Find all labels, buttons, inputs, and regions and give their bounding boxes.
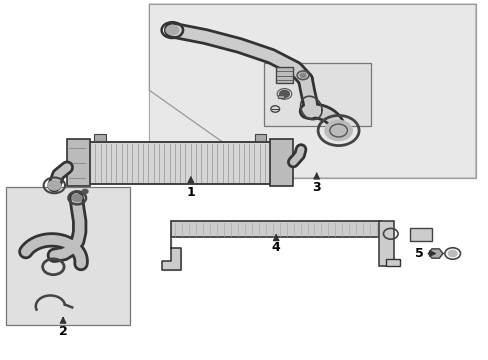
Bar [5, 187, 130, 325]
Bar [378, 221, 393, 266]
Circle shape [82, 189, 88, 194]
Circle shape [48, 181, 61, 190]
Bar [254, 134, 266, 140]
Circle shape [325, 121, 351, 140]
Text: 2: 2 [59, 325, 67, 338]
Circle shape [72, 194, 82, 202]
Bar [269, 139, 293, 186]
Polygon shape [161, 237, 181, 270]
Polygon shape [427, 249, 442, 258]
Circle shape [279, 90, 289, 98]
Bar [409, 228, 431, 241]
Bar [385, 259, 399, 266]
Text: 5: 5 [414, 247, 423, 260]
Circle shape [165, 26, 178, 35]
Bar [171, 221, 380, 237]
Bar [276, 67, 293, 83]
Bar [87, 142, 272, 184]
Polygon shape [149, 4, 475, 178]
Bar [277, 95, 283, 98]
Bar [264, 63, 370, 126]
Circle shape [300, 73, 305, 77]
Text: 4: 4 [271, 241, 280, 254]
Text: 1: 1 [186, 186, 195, 199]
Polygon shape [149, 4, 475, 178]
Bar [67, 139, 90, 186]
Circle shape [447, 250, 456, 257]
Text: 3: 3 [312, 181, 320, 194]
Bar [94, 134, 105, 140]
